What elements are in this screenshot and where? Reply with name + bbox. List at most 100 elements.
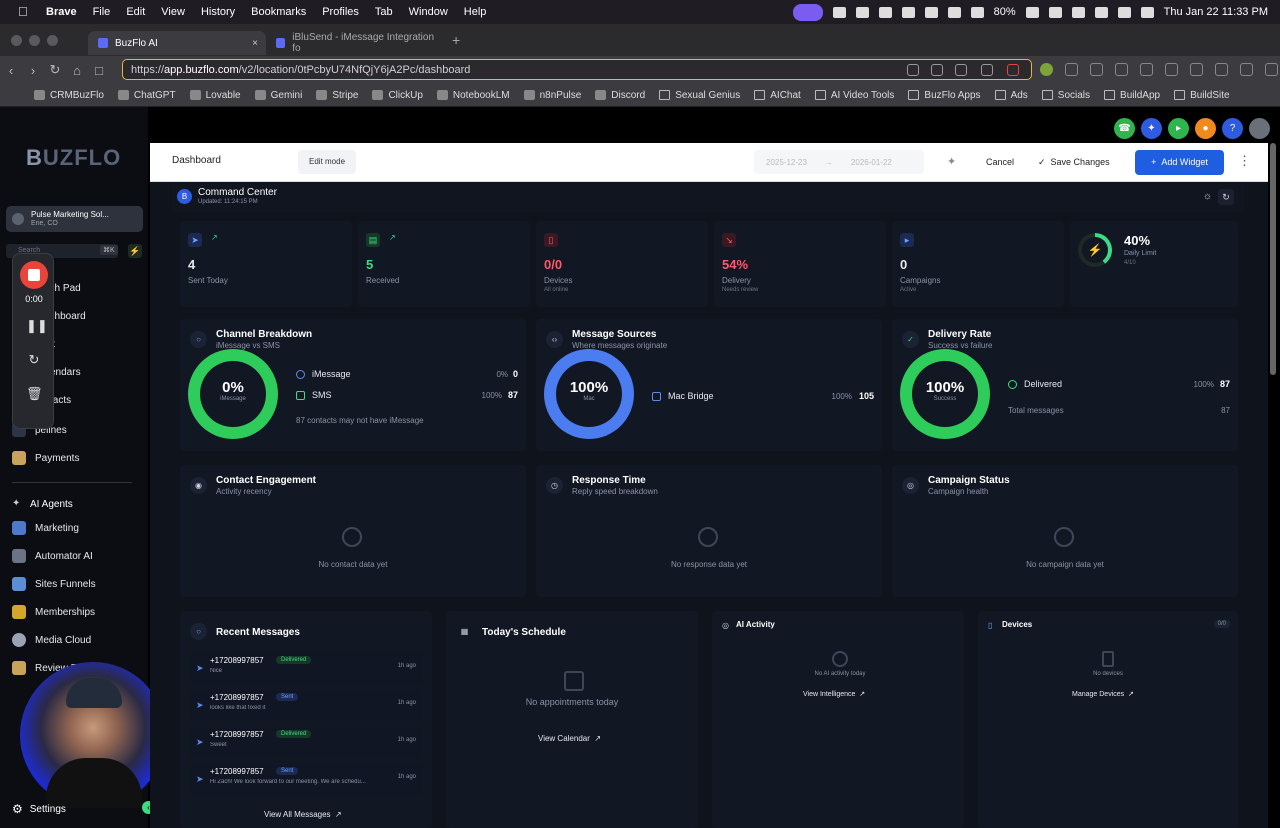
profile-icon[interactable] [1240,63,1253,76]
forward-icon[interactable]: › [30,62,36,78]
share-icon[interactable] [955,64,967,76]
menu-window[interactable]: Window [408,6,448,18]
sidebar-item-dashboard[interactable]: ashboard [44,311,86,322]
bookmark-folder-buzflo-apps[interactable]: BuzFlo Apps [908,90,981,101]
automation-icon[interactable]: ✦ [1141,118,1162,139]
bookmark-crmbuzflo[interactable]: CRMBuzFlo [34,90,104,101]
sidebar-item-media-cloud[interactable]: Media Cloud [12,633,91,647]
bookmark-notebooklm[interactable]: NotebookLM [436,90,510,101]
bookmark-lovable[interactable]: Lovable [189,90,241,101]
play-icon[interactable] [924,6,938,18]
location-switcher[interactable]: Pulse Marketing Sol... Erie, CO [6,206,143,232]
siri-icon[interactable] [1117,6,1131,18]
browser-menu-icon[interactable] [1265,63,1278,76]
vpn-icon[interactable] [1215,63,1228,76]
menu-file[interactable]: File [92,6,111,18]
menu-help[interactable]: Help [463,6,487,18]
trash-icon[interactable]: 🗑 [26,386,43,401]
menubar-clock[interactable]: Thu Jan 22 11:33 PM [1163,6,1268,18]
address-bar[interactable]: https://app.buzflo.com/v2/location/0tPcb… [122,59,1032,80]
sidebar-item-contacts[interactable]: tacts [50,395,71,406]
message-row[interactable]: ➤ +17208997857 Delivered Nice 1h ago [190,653,422,683]
bookmark-n8npulse[interactable]: n8nPulse [523,90,581,101]
magic-wand-icon[interactable]: ✦ [947,156,957,168]
minimize-window-button[interactable] [29,34,40,46]
bookmark-folder-buildsite[interactable]: BuildSite [1174,90,1230,101]
brave-shield-icon[interactable] [981,64,993,76]
brave-rewards-icon[interactable] [1007,64,1019,76]
sidebar-item-memberships[interactable]: Memberships [12,605,95,619]
view-intelligence-link[interactable]: View Intelligence ↗ [803,690,865,698]
add-widget-button[interactable]: + Add Widget [1135,150,1224,175]
sidebar-item-settings[interactable]: ⚙ Settings [12,802,66,816]
apple-icon[interactable]:  [18,5,32,19]
sidebar-item-marketing[interactable]: Marketing [12,521,79,535]
extension-puzzle-icon[interactable] [1065,63,1078,76]
bell-icon[interactable]: ● [1195,118,1216,139]
new-tab-button[interactable]: + [452,32,461,48]
battery-icon[interactable] [1025,6,1039,18]
status-app-icon-3[interactable] [901,6,915,18]
bluetooth-icon[interactable] [970,6,984,18]
bookmark-gemini[interactable]: Gemini [254,90,302,101]
restart-icon[interactable]: ↻ [28,352,40,367]
bookmark-stripe[interactable]: Stripe [316,90,358,101]
save-changes-button[interactable]: ✓ Save Changes [1030,150,1118,174]
zoom-window-button[interactable] [47,34,58,46]
bookmark-folder-buildapp[interactable]: BuildApp [1104,90,1160,101]
sidebar-item-payments[interactable]: Payments [12,451,79,465]
page-scrollbar[interactable] [1270,143,1276,375]
screen-record-icon[interactable] [792,3,823,21]
time-machine-icon[interactable] [1071,6,1085,18]
phone-icon[interactable]: ☎ [1114,118,1135,139]
menu-tab[interactable]: Tab [374,6,393,18]
refresh-icon[interactable]: ↻ [1218,189,1234,205]
bookmark-folder-ai-video-tools[interactable]: AI Video Tools [814,90,894,101]
quick-action-bolt-icon[interactable]: ⚡ [128,244,142,258]
sidebar-item-calendars[interactable]: endars [50,367,81,378]
sidebar-section-ai-agents[interactable]: ✦ AI Agents [12,498,73,510]
dropbox-icon[interactable] [832,6,846,18]
tab-iblusend[interactable]: iBluSend - iMessage Integration fo [266,31,444,55]
pause-icon[interactable]: ❚❚ [26,318,48,333]
control-center-icon[interactable] [1140,6,1154,18]
back-icon[interactable]: ‹ [8,62,14,78]
message-row[interactable]: ➤ +17208997857 Sent looks like that fixe… [190,690,422,720]
menu-profiles[interactable]: Profiles [322,6,359,18]
menu-edit[interactable]: Edit [126,6,146,18]
cancel-button[interactable]: Cancel [986,157,1015,167]
bookmark-icon[interactable]: □ [95,62,103,78]
help-icon[interactable]: ? [1222,118,1243,139]
airplay-icon[interactable] [947,6,961,18]
status-app-icon-2[interactable] [878,6,892,18]
bookmark-chatgpt[interactable]: ChatGPT [117,90,176,101]
bookmark-discord[interactable]: Discord [595,90,645,101]
extension-icon-2[interactable] [1090,63,1103,76]
view-calendar-link[interactable]: View Calendar ↗ [538,734,601,743]
status-app-icon[interactable] [855,6,869,18]
message-row[interactable]: ➤ +17208997857 Sent Hi Zach! We look for… [190,764,422,794]
manage-devices-link[interactable]: Manage Devices ↗ [1072,690,1134,698]
history-icon[interactable] [931,64,943,76]
sidebar-toggle-icon[interactable] [1140,63,1153,76]
menu-app-name[interactable]: Brave [46,6,77,18]
menu-view[interactable]: View [161,6,185,18]
bookmark-clickup[interactable]: ClickUp [372,90,423,101]
buzflo-logo[interactable]: BUZFLO [26,145,121,171]
theme-toggle-icon[interactable]: ☼ [1202,191,1212,202]
extension-icon[interactable] [1040,63,1053,76]
leo-ai-icon[interactable] [1190,63,1203,76]
close-tab-icon[interactable]: × [252,37,258,49]
bookmark-folder-aichat[interactable]: AIChat [754,90,801,101]
dashboard-name-input[interactable]: Dashboard [172,155,221,166]
wifi-icon[interactable] [1048,6,1062,18]
download-icon[interactable] [1115,63,1128,76]
spotlight-icon[interactable] [1094,6,1108,18]
megaphone-icon[interactable]: ▸ [1168,118,1189,139]
tab-buzflo[interactable]: BuzFlo AI × [88,31,266,55]
menu-history[interactable]: History [200,6,236,18]
zoom-icon[interactable] [907,64,919,76]
home-icon[interactable]: ⌂ [73,62,81,78]
stop-recording-button[interactable] [20,261,48,289]
more-options-icon[interactable]: ⋮ [1238,153,1251,168]
